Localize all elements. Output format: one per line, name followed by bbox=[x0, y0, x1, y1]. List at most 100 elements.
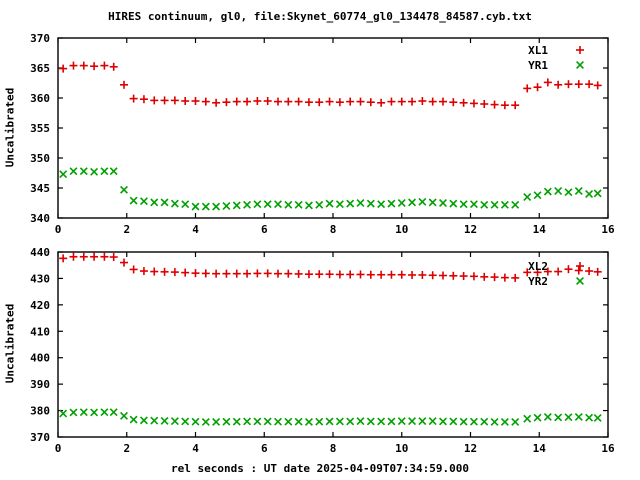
legend-label-xl1: XL1 bbox=[528, 44, 548, 57]
data-point-plus bbox=[356, 97, 365, 106]
data-point-plus bbox=[543, 78, 552, 87]
y-tick-label: 430 bbox=[30, 272, 50, 285]
data-point-plus bbox=[325, 270, 334, 279]
data-point-cross bbox=[150, 198, 159, 207]
data-point-plus bbox=[593, 267, 602, 276]
data-point-cross bbox=[397, 199, 406, 207]
data-point-cross bbox=[469, 417, 478, 426]
data-point-plus bbox=[576, 46, 584, 54]
data-point-cross bbox=[315, 200, 324, 209]
data-point-cross bbox=[232, 417, 241, 426]
data-point-cross bbox=[129, 196, 138, 205]
data-point-cross bbox=[170, 199, 179, 208]
data-point-plus bbox=[201, 97, 210, 106]
data-point-cross bbox=[593, 189, 602, 198]
data-point-cross bbox=[554, 187, 563, 195]
data-point-plus bbox=[459, 98, 468, 107]
data-point-cross bbox=[576, 277, 584, 285]
data-point-plus bbox=[129, 265, 138, 274]
data-point-plus bbox=[139, 95, 148, 104]
data-point-cross bbox=[356, 417, 365, 426]
data-point-cross bbox=[120, 185, 128, 194]
data-point-plus bbox=[377, 270, 386, 279]
data-point-cross bbox=[79, 167, 88, 176]
data-point-plus bbox=[263, 97, 272, 105]
data-point-cross bbox=[100, 167, 109, 176]
data-point-cross bbox=[201, 417, 210, 426]
data-point-cross bbox=[253, 200, 262, 209]
data-point-plus bbox=[284, 269, 293, 278]
data-point-cross bbox=[377, 200, 386, 209]
data-point-plus bbox=[543, 267, 552, 276]
data-point-cross bbox=[418, 417, 427, 426]
data-point-cross bbox=[109, 167, 118, 176]
data-point-cross bbox=[500, 417, 509, 426]
data-point-plus bbox=[554, 80, 563, 89]
data-point-cross bbox=[576, 61, 584, 69]
data-point-plus bbox=[79, 61, 88, 70]
legend-label-yr2: YR2 bbox=[528, 275, 548, 288]
data-point-cross bbox=[284, 417, 293, 426]
data-point-plus bbox=[160, 96, 169, 105]
data-point-plus bbox=[243, 97, 252, 106]
data-point-plus bbox=[100, 252, 109, 261]
data-point-cross bbox=[59, 409, 68, 418]
data-point-cross bbox=[428, 198, 437, 207]
data-point-cross bbox=[523, 193, 532, 201]
data-point-plus bbox=[469, 272, 478, 281]
data-point-cross bbox=[90, 167, 99, 176]
x-tick-label: 16 bbox=[601, 442, 615, 455]
data-point-cross bbox=[459, 417, 468, 426]
data-point-plus bbox=[387, 97, 396, 106]
data-point-plus bbox=[387, 270, 396, 279]
y-tick-label: 370 bbox=[30, 431, 50, 444]
data-point-cross bbox=[543, 412, 552, 421]
data-point-cross bbox=[59, 170, 68, 179]
data-point-plus bbox=[335, 98, 344, 107]
x-tick-label: 2 bbox=[123, 223, 130, 236]
data-point-cross bbox=[139, 416, 148, 425]
data-point-cross bbox=[500, 200, 509, 209]
data-point-cross bbox=[564, 413, 573, 422]
page-title: HIRES continuum, gl0, file:Skynet_60774_… bbox=[108, 10, 532, 23]
data-point-cross bbox=[533, 413, 542, 422]
data-point-cross bbox=[79, 408, 88, 417]
data-point-cross bbox=[377, 417, 386, 426]
data-point-cross bbox=[418, 197, 427, 206]
x-tick-label: 6 bbox=[261, 223, 268, 236]
data-point-plus bbox=[377, 98, 386, 107]
x-tick-label: 16 bbox=[601, 223, 615, 236]
data-point-cross bbox=[335, 417, 344, 426]
data-point-cross bbox=[222, 417, 231, 426]
data-point-plus bbox=[109, 62, 118, 71]
data-point-plus bbox=[523, 268, 532, 277]
data-point-plus bbox=[593, 81, 602, 90]
x-tick-label: 12 bbox=[464, 442, 477, 455]
data-point-cross bbox=[449, 199, 458, 208]
data-point-cross bbox=[69, 408, 78, 417]
data-point-plus bbox=[449, 271, 458, 280]
data-point-plus bbox=[366, 98, 375, 107]
x-tick-label: 10 bbox=[395, 442, 408, 455]
data-point-cross bbox=[181, 200, 190, 209]
data-point-plus bbox=[366, 270, 375, 279]
data-point-plus bbox=[315, 270, 324, 279]
y-tick-label: 380 bbox=[30, 405, 50, 418]
data-point-cross bbox=[356, 199, 365, 207]
data-point-plus bbox=[490, 273, 499, 282]
data-point-plus bbox=[170, 96, 179, 105]
data-point-plus bbox=[408, 97, 417, 106]
data-point-plus bbox=[191, 97, 200, 105]
data-point-plus bbox=[294, 97, 303, 106]
x-axis-label: rel seconds : UT date 2025-04-09T07:34:5… bbox=[170, 462, 469, 475]
data-point-plus bbox=[500, 273, 509, 282]
x-tick-label: 14 bbox=[533, 442, 547, 455]
y-tick-label: 400 bbox=[30, 352, 50, 365]
data-point-cross bbox=[212, 202, 221, 211]
data-point-cross bbox=[511, 417, 520, 426]
data-point-cross bbox=[511, 200, 520, 209]
data-point-cross bbox=[574, 412, 583, 421]
data-point-plus bbox=[69, 252, 78, 261]
